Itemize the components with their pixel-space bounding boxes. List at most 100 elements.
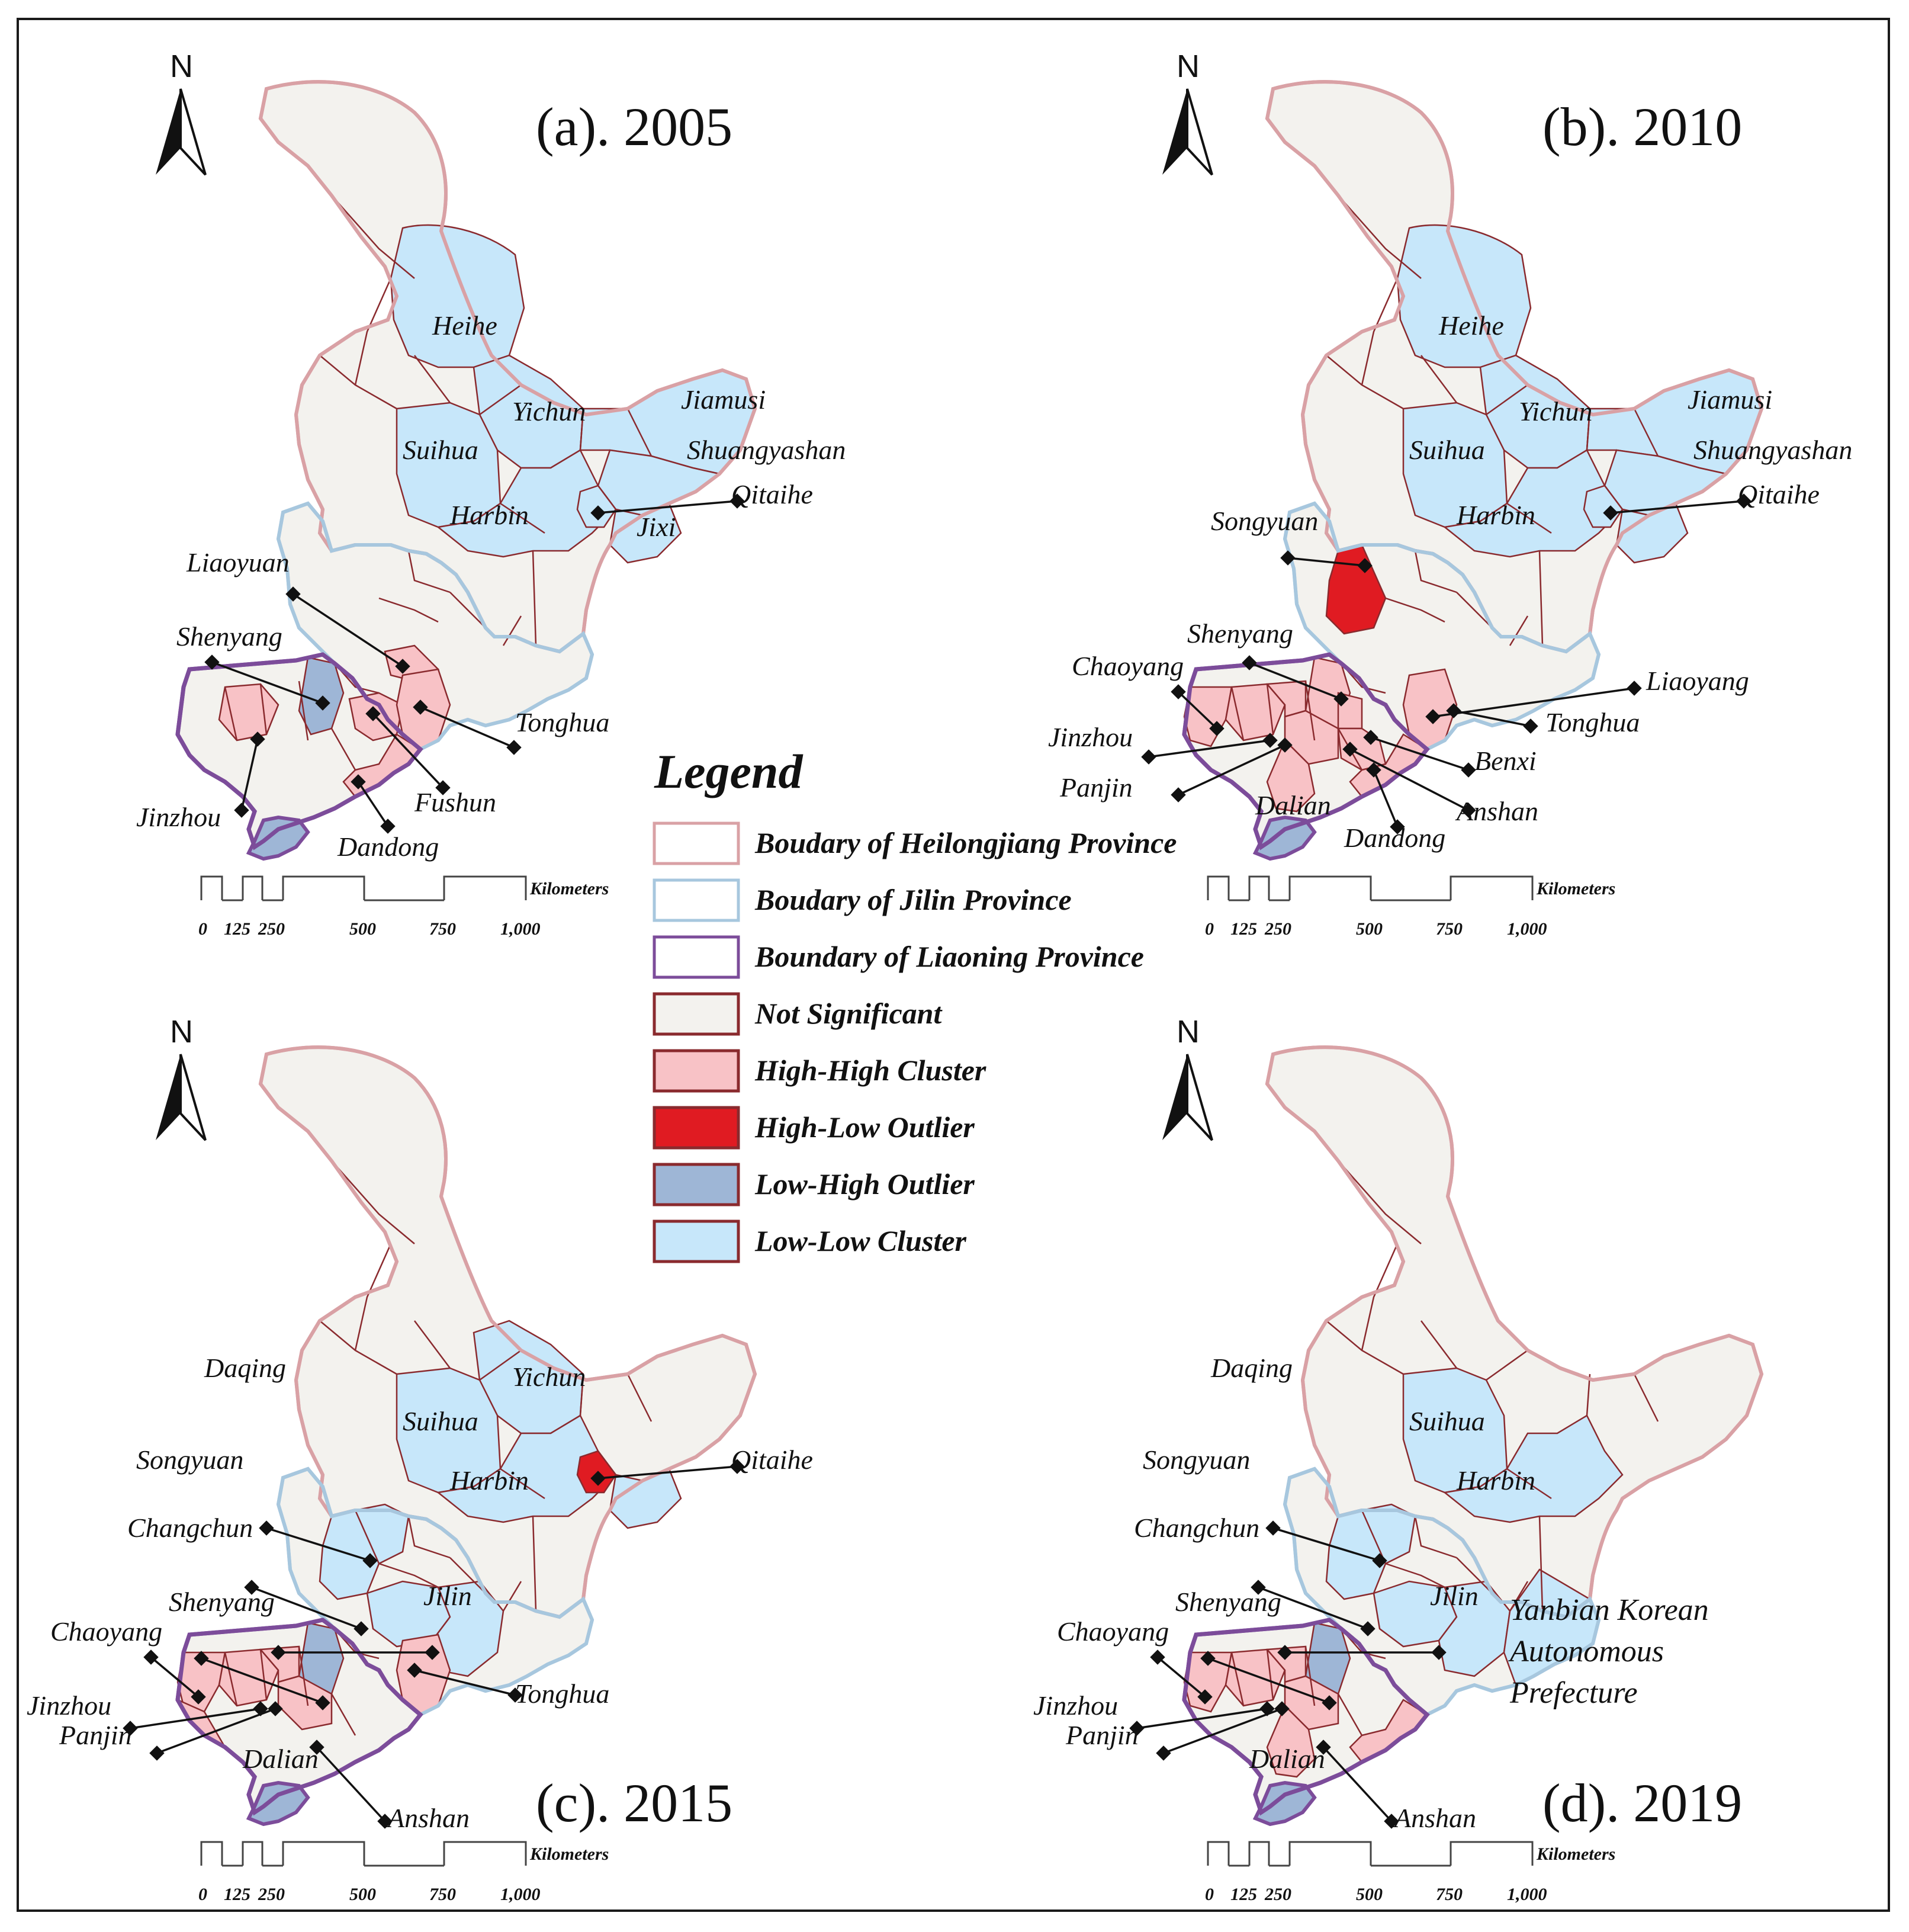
panel-title: (c). 2015: [536, 1773, 732, 1833]
place-label: Prefecture: [1509, 1676, 1638, 1710]
north-letter: N: [1177, 1014, 1200, 1050]
prefecture-boundary: [1506, 502, 1552, 534]
place-label: Chaoyang: [1072, 651, 1184, 681]
north-arrow-right: [179, 1054, 207, 1141]
scale-bar-ticks: [200, 1841, 527, 1866]
place-label: Chaoyang: [1057, 1616, 1169, 1647]
region-dalianA: [1266, 739, 1316, 813]
prefecture-boundary: [449, 1557, 486, 1594]
prefecture-boundary: [626, 1373, 653, 1422]
prefecture-boundary: [1337, 1693, 1363, 1736]
leader-line: [316, 1746, 386, 1822]
leader-line: [201, 1657, 323, 1704]
scale-bar-ticks: [1207, 875, 1534, 900]
north-arrow-icon: N: [1162, 1014, 1213, 1141]
scale-tick-label: 750: [1436, 919, 1463, 939]
leader-line: [251, 1586, 362, 1630]
leader-line: [1207, 1657, 1330, 1704]
legend-swatch: [653, 1163, 740, 1206]
legend-label: High-Low Outlier: [754, 1111, 975, 1144]
place-label: Qitaihe: [1738, 479, 1820, 509]
legend-label: Low-High Outlier: [754, 1167, 975, 1201]
prefecture-boundary: [331, 1160, 415, 1244]
prefecture-boundary: [579, 1373, 584, 1416]
scale-tick-label: 1,000: [500, 1885, 541, 1904]
place-label: Jinzhou: [27, 1690, 111, 1721]
north-letter: N: [170, 49, 193, 84]
legend-label: Low-Low Cluster: [754, 1224, 967, 1257]
legend-swatch: [653, 935, 740, 979]
prefecture-boundary: [378, 1562, 439, 1588]
prefecture-boundary: [378, 597, 439, 623]
scale-tick-label: 250: [1264, 1885, 1291, 1904]
prefecture-boundary: [1414, 550, 1457, 593]
place-label: Tonghua: [515, 1679, 609, 1709]
prefecture-boundary: [1414, 1516, 1457, 1559]
place-label: Benxi: [1474, 746, 1537, 776]
place-label: Yichun: [512, 1362, 586, 1392]
north-letter: N: [170, 1014, 193, 1050]
leader-line: [1453, 710, 1531, 727]
leader-line: [1432, 687, 1635, 718]
leader-line: [266, 1527, 371, 1562]
prefecture-boundary: [579, 408, 584, 451]
region-songyuan: [1325, 1509, 1387, 1600]
leader-marker: [285, 586, 301, 602]
prefecture-boundary: [414, 355, 451, 403]
scale-tick-label: 125: [1230, 1885, 1257, 1904]
scale-tick-label: 500: [1356, 919, 1383, 939]
prefecture-boundary: [1304, 681, 1316, 741]
leader-line: [1610, 500, 1744, 514]
prefecture-boundary: [330, 1693, 356, 1736]
prefecture-boundary: [1420, 1320, 1457, 1369]
leader-line: [420, 706, 515, 749]
place-label: Daqing: [1210, 1353, 1293, 1383]
place-label: Anshan: [1455, 796, 1538, 826]
leader-marker: [1461, 762, 1476, 778]
legend-label: Boundary of Liaoning Province: [754, 940, 1144, 973]
north-arrow-left: [1162, 1054, 1187, 1140]
place-label: Panjin: [59, 1720, 132, 1750]
map-panel-3: Yichun Daqing Suihua Songyuan Harbin Qitaihe C…: [27, 1014, 813, 1904]
prefecture-boundary: [1338, 1160, 1422, 1244]
leader-marker: [149, 1745, 165, 1761]
place-label: Shenyang: [176, 621, 282, 652]
place-label: Jiamusi: [1688, 384, 1772, 415]
legend-swatch: [653, 821, 740, 865]
place-label: Jinzhou: [136, 802, 221, 832]
prefecture-boundary: [1326, 1320, 1404, 1375]
legend-label: Not Significant: [754, 997, 943, 1030]
scale-bar-ticks: [1207, 1841, 1534, 1866]
scale-tick-label: 500: [1356, 1885, 1383, 1904]
prefecture-boundary: [319, 1320, 397, 1375]
legend-label: Boudary of Jilin Province: [754, 883, 1072, 916]
leader-marker: [1171, 787, 1186, 803]
scale-bar-ticks: [200, 875, 527, 900]
place-label: Dandong: [1344, 823, 1445, 853]
prefecture-boundary: [1361, 278, 1399, 386]
prefecture-boundary: [1338, 195, 1422, 279]
map-panel-1: Heihe Yichun Jiamusi Suihua Shuangyashan Qita…: [136, 49, 846, 939]
prefecture-boundary: [1633, 408, 1659, 457]
prefecture-boundary: [1385, 597, 1445, 623]
prefecture-boundary: [532, 550, 537, 646]
prefecture-boundary: [500, 502, 545, 534]
place-label: Tonghua: [515, 707, 609, 737]
scale-tick-label: 250: [258, 1885, 285, 1904]
place-label: Changchun: [1134, 1513, 1259, 1543]
scale-tick-label: 125: [224, 919, 250, 939]
scale-bar: 0 125 250 500 750 1,000 Kilometers: [1205, 1841, 1615, 1904]
place-label: Anshan: [1393, 1803, 1476, 1833]
leader-line: [150, 1656, 200, 1698]
north-arrow-left: [156, 1054, 181, 1140]
place-label: Changchun: [127, 1513, 253, 1543]
prefecture-boundary: [449, 592, 486, 628]
leader-line: [1249, 662, 1342, 700]
leader-marker: [506, 740, 522, 755]
place-label: Jixi: [637, 512, 676, 542]
place-label: Liaoyuan: [186, 547, 290, 577]
leader-line: [130, 1708, 261, 1729]
scale-tick-label: 1,000: [500, 919, 541, 939]
place-label: Jilin: [1430, 1581, 1479, 1611]
region-jilin: [431, 1580, 504, 1677]
